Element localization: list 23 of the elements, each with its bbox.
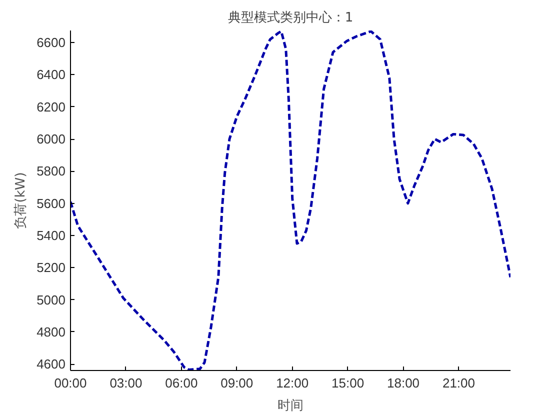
y-tick-label: 6400 xyxy=(36,67,66,82)
x-tick-label: 03:00 xyxy=(110,376,142,390)
y-tick-label: 5000 xyxy=(36,292,66,308)
y-tick-label: 5200 xyxy=(36,260,66,276)
y-tick-label: 5800 xyxy=(36,164,66,179)
x-tick-label: 15:00 xyxy=(332,376,364,390)
y-tick-label: 6200 xyxy=(36,99,66,114)
x-axis-title: 时间 xyxy=(278,398,304,414)
x-tick-label: 18:00 xyxy=(387,376,420,390)
y-tick-label: 6000 xyxy=(36,132,66,147)
y-tick-label: 4800 xyxy=(36,324,66,340)
line-series xyxy=(70,30,510,370)
chart-title: 典型模式类别中心：1 xyxy=(228,10,354,26)
x-tick-label: 12:00 xyxy=(276,376,309,390)
y-tick-label: 5600 xyxy=(36,196,66,211)
y-tick-label: 5400 xyxy=(36,228,66,243)
x-tick-label: 09:00 xyxy=(220,376,254,390)
y-tick-label: 4600 xyxy=(36,356,66,372)
y-tick-label: 6600 xyxy=(36,35,66,50)
x-tick-label: 06:00 xyxy=(165,376,198,390)
x-tick-label: 00:00 xyxy=(54,376,87,390)
x-tick-label: 21:00 xyxy=(442,376,476,390)
y-axis-title: 负荷(kW) xyxy=(14,172,29,229)
